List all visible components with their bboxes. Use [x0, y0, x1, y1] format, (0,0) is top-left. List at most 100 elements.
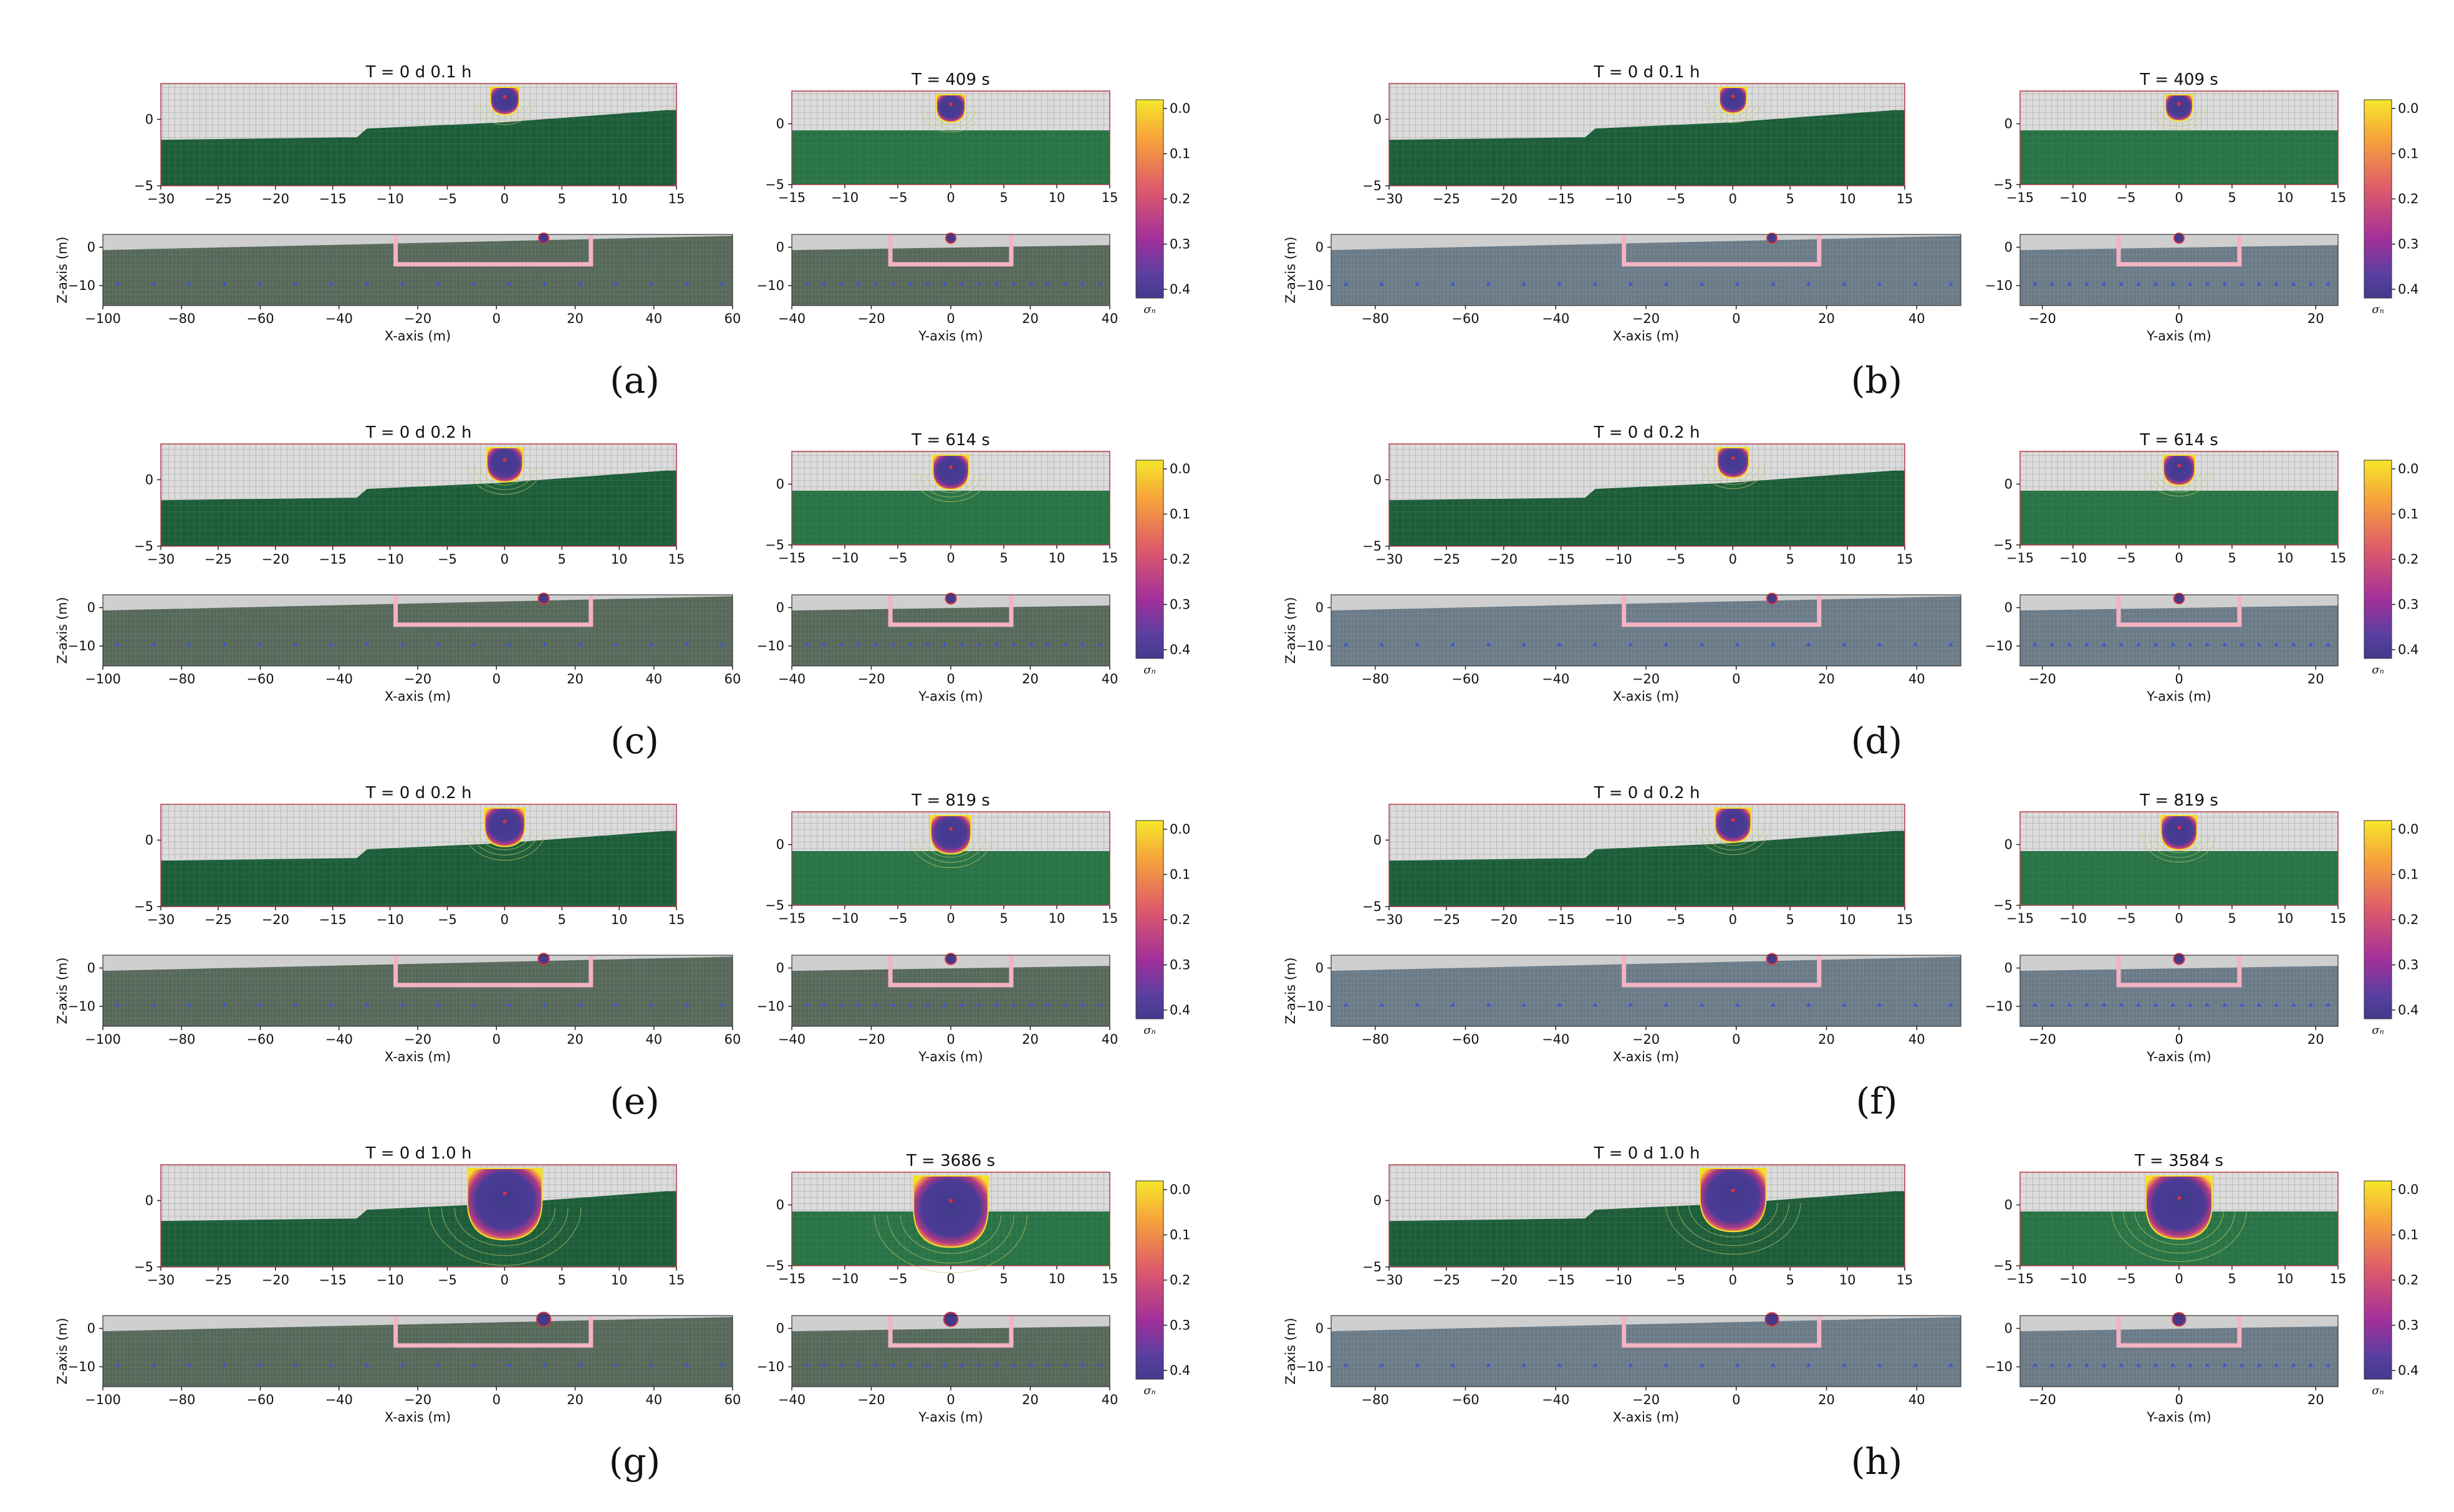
p3-xsection-z-tick-label: 0	[1374, 472, 1382, 487]
p2-lower-x-x-tick-label: 20	[567, 672, 584, 686]
p1-lower-x-flow-arrow	[1806, 282, 1811, 286]
p7-lower-x-flow-arrow	[1663, 1363, 1669, 1367]
p3-ysection-contour-line	[2146, 471, 2212, 497]
p2-lower-x-z-tick-label: −10	[68, 638, 95, 653]
p7-lower-x-flow-arrow	[1735, 1363, 1740, 1367]
p1-colorbar-tick-label: 0.3	[2398, 237, 2418, 252]
p4-lower-y-z-tick-label: 0	[776, 961, 784, 976]
p1-lower-x-x-tick-label: −40	[1542, 311, 1569, 326]
p2-lower-y-ground	[792, 605, 1110, 666]
p7-lower-y-flow-arrow	[2084, 1363, 2089, 1367]
p3-lower-x-x-tick-label: 20	[1818, 672, 1835, 686]
p4-ysection-z-tick-label: −5	[765, 898, 784, 913]
p7-xsection-z-tick-label: 0	[1374, 1193, 1382, 1208]
p1-lower-x-flow-arrow	[1841, 282, 1847, 286]
p2-lower-x-flow-arrow	[222, 642, 228, 647]
p7-lower-y-xlabel: Y-axis (m)	[2146, 1410, 2211, 1425]
p1-colorbar-tick-label: 0.2	[2398, 191, 2418, 206]
p2-lower-y-x-tick-label: −40	[778, 672, 806, 686]
p7-ysection-contour-line	[2122, 1210, 2236, 1254]
p5-xsection-z-tick-label: −5	[1362, 899, 1382, 914]
p2-lower-y-flow-arrow	[804, 642, 809, 647]
p0-lower-x-flow-arrow	[648, 282, 654, 286]
p1-lower-y-flow-arrow	[2153, 282, 2158, 286]
p7-lower-x-excavation-outline	[1622, 1316, 1822, 1348]
p1-lower-x-droplet	[1766, 233, 1778, 244]
p4-ysection-x-tick-label: 0	[946, 911, 955, 926]
p0-colorbar-tick-label: 0.2	[1170, 191, 1190, 206]
p3-lower-y-flow-arrow	[2084, 642, 2089, 647]
p3-xsection-slope-body	[1389, 470, 1905, 546]
p0-lower-y-z-tick-label: −10	[757, 278, 784, 293]
p3-ysection-contour-line	[2152, 471, 2206, 493]
p1-lower-x-ground	[1331, 236, 1961, 306]
p5-lower-x-droplet	[1766, 953, 1778, 965]
p6-lower-x-flow-arrow	[435, 1363, 441, 1367]
p0-lower-x-x-tick-label: 20	[567, 311, 584, 326]
p1-ysection-x-tick-label: 10	[2277, 190, 2294, 205]
p3-colorbar-symbol: σₙ	[2372, 663, 2384, 677]
p3-xsection-wetting-front	[1716, 447, 1749, 479]
p4-lower-x-excavation-outline	[393, 955, 594, 988]
p6-lower-y-flow-arrow	[1080, 1363, 1085, 1367]
p5-xsection-contour-line	[1708, 827, 1758, 846]
p4-lower-y-z-tick-label: −10	[757, 999, 784, 1014]
panel-label: (h)	[1851, 1440, 1903, 1483]
p5-lower-y-flow-arrow	[2135, 1003, 2141, 1007]
p2-lower-x-flow-arrow	[293, 642, 299, 647]
p6-lower-x-flow-arrow	[400, 1363, 405, 1367]
p7-ysection-x-tick-label: −10	[2059, 1271, 2087, 1286]
p5-lower-x-flow-arrow	[1379, 1003, 1385, 1007]
p3-lower-y-flow-arrow	[2033, 642, 2038, 647]
p0-colorbar-scale	[1135, 99, 1164, 299]
p0-lower-y-flow-arrow	[925, 282, 930, 286]
p4-lower-y-x-tick-label: 40	[1102, 1032, 1119, 1047]
p3-lower-x-droplet	[1766, 592, 1778, 605]
p7-xsection-x-tick-label: 15	[1897, 1273, 1913, 1288]
p0-ysection-x-tick-label: −5	[888, 190, 908, 205]
panel-h: T = 0 d 1.0 h −30 −25 −20 −15 −10 −5 0 5 10 15 0 −5 T…	[1283, 1144, 2418, 1483]
p2-xsection-x-tick-label: −20	[262, 552, 289, 567]
p1-lower-x-x-tick-label: −80	[1362, 311, 1389, 326]
p2-lower-y-flow-arrow	[890, 642, 896, 647]
p4-lower-y-flow-arrow	[890, 1003, 896, 1007]
p0-lower-y-flow-arrow	[976, 282, 982, 286]
p1-xsection-contour-line	[1710, 101, 1757, 120]
p5-lower-x-flow-arrow	[1663, 1003, 1669, 1007]
p7-lower-x-xlabel: X-axis (m)	[1613, 1410, 1680, 1425]
p0-lower-x-flow-arrow	[186, 282, 192, 286]
p7-lower-y-x-tick-label: 0	[2175, 1392, 2183, 1407]
p7-ysection-x-tick-label: 10	[2277, 1271, 2294, 1286]
p5-lower-x-flow-arrow	[1699, 1003, 1705, 1007]
p2-colorbar-symbol: σₙ	[1143, 663, 1156, 677]
p3-lower-x-ground	[1331, 596, 1961, 666]
p6-lower-x-xlabel: X-axis (m)	[385, 1410, 451, 1425]
p0-xsection-frame	[160, 83, 677, 186]
p5-lower-y-z-tick-label: 0	[2004, 961, 2013, 976]
p1-lower-x-flow-arrow	[1521, 282, 1527, 286]
p4-lower-x-droplet	[537, 953, 550, 965]
p3-lower-x-ylabel: Z-axis (m)	[1283, 597, 1298, 663]
p5-colorbar-tick-label: 0.4	[2398, 1003, 2418, 1018]
p1-lower-y-flow-arrow	[2101, 282, 2107, 286]
p2-lower-y-z-tick-label: −10	[757, 638, 784, 653]
p2-lower-x-z-tick-label: 0	[87, 600, 95, 615]
p6-xsection-x-tick-label: −5	[438, 1273, 457, 1288]
p4-xsection-x-tick-label: 10	[611, 912, 628, 927]
p5-xsection-x-tick-label: −5	[1666, 912, 1685, 927]
p3-lower-y-flow-arrow	[2049, 642, 2055, 647]
p1-lower-y-flow-arrow	[2187, 282, 2193, 286]
p4-lower-y-ground	[792, 966, 1110, 1026]
p4-lower-x-x-tick-label: 20	[567, 1032, 584, 1047]
p1-lower-y-flow-arrow	[2033, 282, 2038, 286]
p3-lower-y-droplet	[2173, 592, 2185, 605]
p6-lower-x-x-tick-label: 0	[493, 1392, 501, 1407]
p5-lower-x-x-tick-label: 20	[1818, 1032, 1835, 1047]
p3-lower-x-x-tick-label: −60	[1451, 672, 1479, 686]
p1-xsection-x-tick-label: −25	[1433, 191, 1460, 206]
p7-xsection-z-tick-label: −5	[1362, 1259, 1382, 1274]
p2-lower-x-x-tick-label: −60	[246, 672, 274, 686]
p0-lower-y-flow-arrow	[959, 282, 965, 286]
p0-xsection-x-tick-label: 15	[668, 191, 685, 206]
p3-lower-x-x-tick-label: 40	[1908, 672, 1925, 686]
